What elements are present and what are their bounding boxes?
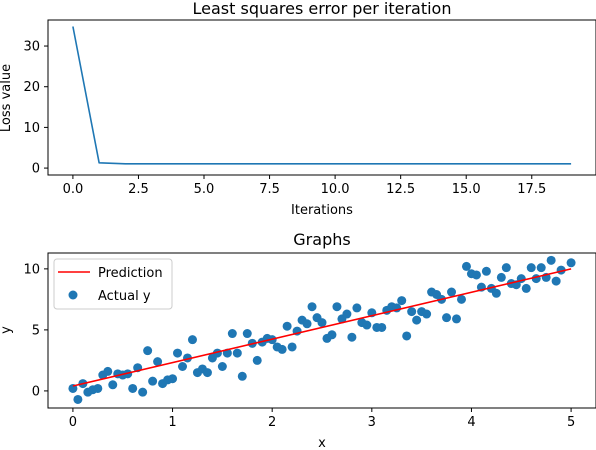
loss-chart-xtick-label: 10.0 [321, 182, 350, 197]
actual-y-point [202, 368, 212, 378]
loss-chart-ytick-label: 10 [23, 121, 40, 136]
loss-chart-xtick-label: 7.5 [259, 182, 280, 197]
actual-y-point [491, 288, 501, 298]
actual-y-point [526, 263, 536, 273]
actual-y-point [546, 255, 556, 265]
graphs-chart-legend: Prediction Actual y [53, 258, 173, 310]
actual-y-point [566, 258, 576, 268]
actual-y-point [327, 330, 337, 340]
graphs-chart-xlabel: x [318, 436, 326, 450]
actual-y-point [317, 318, 327, 328]
actual-y-point [227, 329, 237, 339]
legend-actual-label: Actual y [98, 289, 151, 304]
actual-y-point [138, 387, 148, 397]
loss-chart-xtick-label: 15.0 [452, 182, 481, 197]
actual-y-point [103, 366, 113, 376]
actual-y-point [407, 307, 417, 317]
actual-y-point [471, 270, 481, 280]
actual-y-point [287, 342, 297, 352]
actual-y-point [307, 302, 317, 312]
actual-y-point [456, 294, 466, 304]
legend-prediction-label: Prediction [98, 266, 163, 281]
actual-y-point [362, 320, 372, 330]
loss-chart-xtick-label: 5.0 [194, 182, 215, 197]
actual-y-point [173, 348, 183, 358]
loss-chart-ticks: 0.0 2.5 5.0 7.5 10.0 12.5 15.0 17.5 0 10 20 30 [23, 40, 546, 197]
actual-y-point [302, 319, 312, 329]
legend-actual-marker [68, 290, 78, 300]
actual-y-point [412, 315, 422, 325]
graphs-chart-data [68, 255, 576, 404]
actual-y-point [217, 362, 227, 372]
loss-chart-xlabel: Iterations [291, 203, 353, 218]
loss-chart-ytick-label: 20 [23, 80, 40, 95]
graphs-chart-ylabel: y [0, 326, 14, 334]
prediction-line [72, 268, 572, 387]
actual-y-point [521, 283, 531, 293]
actual-y-point [377, 322, 387, 332]
actual-y-point [347, 332, 357, 342]
graphs-chart-xtick-label: 4 [467, 415, 475, 430]
actual-y-point [108, 380, 118, 390]
graphs-chart-ytick-label: 5 [32, 323, 40, 338]
actual-y-point [178, 362, 188, 372]
actual-y-point [153, 357, 163, 367]
actual-y-point [481, 266, 491, 276]
loss-chart-ytick-label: 0 [32, 162, 40, 177]
actual-y-point [148, 376, 158, 386]
actual-y-point [461, 261, 471, 271]
actual-y-point [352, 303, 362, 313]
actual-y-point [252, 355, 262, 365]
actual-y-point [73, 394, 83, 404]
loss-chart-data [72, 26, 572, 165]
actual-y-point [397, 296, 407, 306]
graphs-chart-xtick-label: 3 [368, 415, 376, 430]
actual-y-point [128, 383, 138, 393]
loss-chart-frame [47, 19, 596, 176]
actual-y-point [282, 321, 292, 331]
actual-y-point [332, 302, 342, 312]
actual-y-point [143, 346, 153, 356]
actual-y-point [168, 374, 178, 384]
actual-y-point [452, 314, 462, 324]
graphs-chart-ytick-label: 10 [23, 262, 40, 277]
graphs-chart-xtick-label: 0 [69, 415, 77, 430]
graphs-chart: Graphs x y 0 1 2 3 4 5 0 5 10 Prediction Actual … [0, 230, 596, 450]
graphs-chart-xtick-label: 2 [268, 415, 276, 430]
actual-y-point [242, 329, 252, 339]
actual-y-point [536, 263, 546, 273]
loss-chart-ytick-label: 30 [23, 40, 40, 55]
loss-chart-title: Least squares error per iteration [193, 0, 452, 18]
actual-y-point [551, 276, 561, 286]
loss-chart-xtick-label: 2.5 [128, 182, 149, 197]
loss-series-line [72, 26, 572, 165]
loss-chart-xtick-label: 0.0 [63, 182, 84, 197]
loss-chart-xtick-label: 17.5 [517, 182, 546, 197]
loss-chart-xtick-label: 12.5 [386, 182, 415, 197]
loss-chart: Least squares error per iteration Iterat… [0, 0, 596, 218]
graphs-chart-ticks: 0 1 2 3 4 5 0 5 10 [23, 262, 575, 430]
actual-y-point [277, 344, 287, 354]
actual-y-point [447, 287, 457, 297]
actual-y-point [342, 309, 352, 319]
loss-chart-ylabel: Loss value [0, 64, 14, 132]
actual-y-point [501, 263, 511, 273]
graphs-chart-xtick-label: 1 [168, 415, 176, 430]
actual-y-point [232, 348, 242, 358]
graphs-chart-title: Graphs [293, 230, 350, 249]
graphs-chart-frame [47, 252, 596, 409]
actual-y-point [442, 313, 452, 323]
actual-y-point [187, 335, 197, 345]
actual-y-point [237, 371, 247, 381]
actual-y-point [496, 272, 506, 282]
actual-y-point [93, 383, 103, 393]
graphs-chart-xtick-label: 5 [567, 415, 575, 430]
graphs-chart-ytick-label: 0 [32, 384, 40, 399]
actual-y-point [422, 309, 432, 319]
actual-y-point [402, 331, 412, 341]
